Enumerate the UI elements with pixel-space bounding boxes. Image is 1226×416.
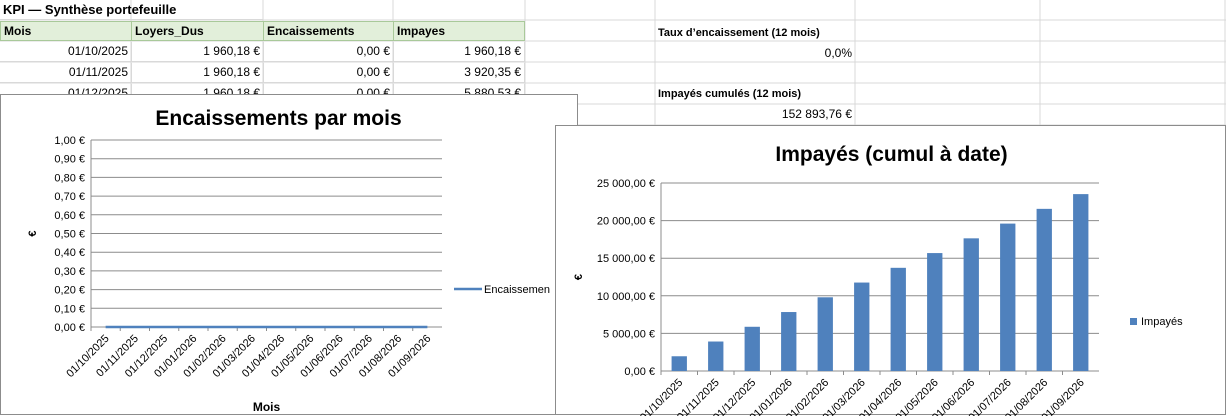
chart2-bar xyxy=(1036,208,1052,371)
kpi-unpaid-label[interactable]: Impayés cumulés (12 mois) xyxy=(658,88,802,100)
chart1-ytick-label: 0,90 € xyxy=(54,154,85,166)
chart1-ytick-label: 0,60 € xyxy=(54,210,85,222)
cell-loyers-1[interactable]: 1 960,18 € xyxy=(131,42,264,62)
chart2-ytick-label: 0,00 € xyxy=(624,366,655,378)
chart1-legend-label: Encaissemen xyxy=(484,284,550,296)
chart2-ytick-label: 15 000,00 € xyxy=(597,253,655,265)
chart1-xlabel: Mois xyxy=(253,400,281,414)
chart2-bar xyxy=(854,282,870,371)
sheet-title[interactable]: KPI — Synthèse portefeuille xyxy=(0,0,263,20)
chart1-plot: 0,00 € 0,10 € 0,20 € 0,30 € 0,40 € 0,50 € 0,60… xyxy=(27,135,550,414)
chart1-ylabel: € xyxy=(27,230,39,236)
chart1-ytick-label: 1,00 € xyxy=(54,135,85,147)
chart2-bar xyxy=(1073,194,1089,371)
chart2-plot: 0,00 € 5 000,00 € 10 000,00 € 15 000,00 € 20… xyxy=(573,178,1183,416)
chart1-ytick-label: 0,50 € xyxy=(54,229,85,241)
chart2-bar xyxy=(890,267,906,371)
chart2-bar xyxy=(927,253,943,371)
chart1-ytick-label: 0,70 € xyxy=(54,191,85,203)
chart2-bar xyxy=(1000,223,1016,371)
cell-encaissements-2[interactable]: 0,00 € xyxy=(263,63,394,83)
kpi-rate-value[interactable]: 0,0% xyxy=(824,46,852,60)
chart2-ytick-label: 10 000,00 € xyxy=(597,291,655,303)
cell-impayes-2[interactable]: 3 920,35 € xyxy=(393,63,525,83)
chart1-ytick-label: 0,00 € xyxy=(54,322,85,334)
header-mois[interactable]: Mois xyxy=(0,21,132,41)
chart2-title: Impayés (cumul à date) xyxy=(775,143,1008,166)
chart1-ytick-label: 0,10 € xyxy=(54,303,85,315)
header-encaissements[interactable]: Encaissements xyxy=(263,21,394,41)
chart1-ytick-label: 0,80 € xyxy=(54,172,85,184)
header-impayes[interactable]: Impayes xyxy=(393,21,525,41)
cell-loyers-2[interactable]: 1 960,18 € xyxy=(131,63,264,83)
chart1-ytick-label: 0,20 € xyxy=(54,285,85,297)
chart2-ytick-label: 20 000,00 € xyxy=(597,216,655,228)
chart2-bar xyxy=(671,356,687,371)
chart2-xtick-label: 01/10/2025 xyxy=(638,377,685,416)
chart1-ytick-label: 0,40 € xyxy=(54,247,85,259)
chart2-bar xyxy=(817,297,833,371)
chart2-legend-swatch xyxy=(1130,318,1137,325)
kpi-rate-label[interactable]: Taux d’encaissement (12 mois) xyxy=(658,27,820,39)
chart2-ylabel: € xyxy=(573,274,585,280)
chart2-ytick-label: 5 000,00 € xyxy=(603,328,655,340)
chart-encaissements[interactable]: Encaissements par mois 0,00 € 0,10 € 0,20 … xyxy=(0,94,578,415)
cell-impayes-1[interactable]: 1 960,18 € xyxy=(393,42,525,62)
cell-mois-2[interactable]: 01/11/2025 xyxy=(0,63,132,83)
chart1-title: Encaissements par mois xyxy=(155,107,402,130)
chart1-ytick-label: 0,30 € xyxy=(54,266,85,278)
chart2-legend-label: Impayés xyxy=(1141,316,1183,328)
chart2-bar xyxy=(708,341,724,371)
chart2-bar xyxy=(963,238,979,371)
chart-impayes[interactable]: Impayés (cumul à date) 0,00 € 5 000,00 € 1… xyxy=(555,125,1226,416)
cell-encaissements-1[interactable]: 0,00 € xyxy=(263,42,394,62)
chart2-bar xyxy=(781,312,797,371)
chart2-bar xyxy=(744,326,760,371)
kpi-unpaid-value[interactable]: 152 893,76 € xyxy=(781,107,852,121)
chart2-ytick-label: 25 000,00 € xyxy=(597,178,655,190)
cell-mois-1[interactable]: 01/10/2025 xyxy=(0,42,132,62)
header-loyers-dus[interactable]: Loyers_Dus xyxy=(131,21,264,41)
